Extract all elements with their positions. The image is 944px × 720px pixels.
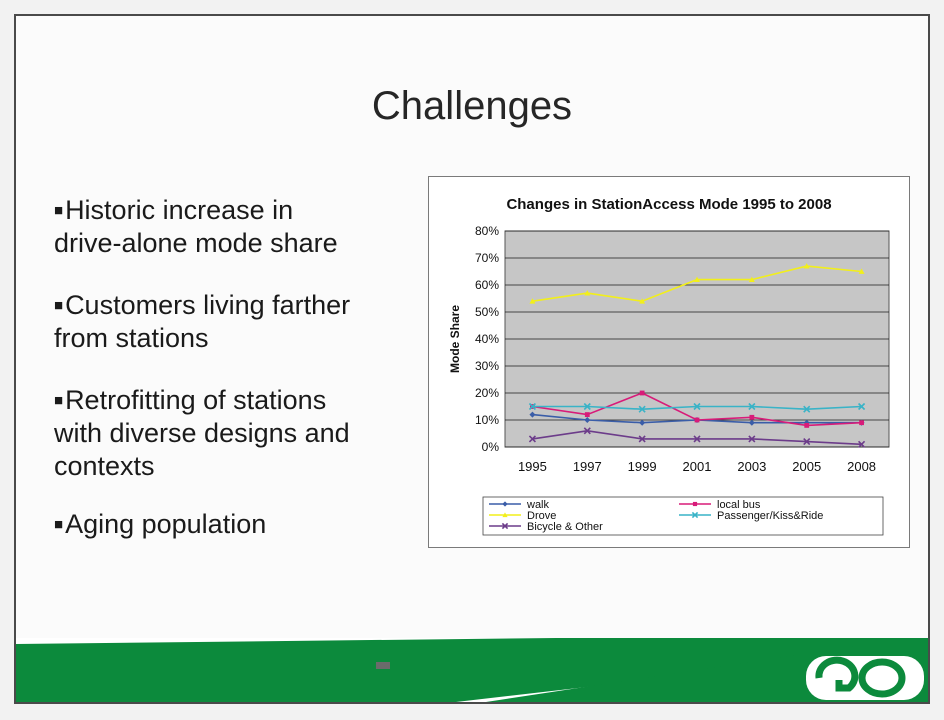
x-tick-label: 2008 [847,459,876,474]
data-point [858,440,866,448]
x-tick-label: 2001 [683,459,712,474]
chart-panel: Changes in StationAccess Mode 1995 to 20… [428,176,910,548]
y-tick-label: 10% [475,413,499,427]
legend-label: walk [526,499,550,511]
y-tick-label: 20% [475,386,499,400]
line-chart: Changes in StationAccess Mode 1995 to 20… [448,196,890,536]
data-point [803,405,811,413]
x-tick-label: 1997 [573,459,602,474]
data-point [584,290,591,296]
bullet-text: from stations [54,323,209,353]
data-point [584,412,590,417]
legend-label: Passenger/Kiss&Ride [717,510,823,522]
data-point [803,438,811,446]
y-tick-label: 80% [475,224,499,238]
data-point [748,435,756,443]
data-point [528,435,536,443]
y-tick-label: 60% [475,278,499,292]
y-tick-label: 70% [475,251,499,265]
data-point [694,276,700,282]
data-point [694,417,700,423]
data-point [748,419,755,426]
data-point [639,419,646,426]
data-point [639,298,646,304]
data-point [583,402,591,411]
x-tick-label: 1995 [518,459,547,474]
bullet-text: Retrofitting of stations [65,385,327,415]
data-point [748,276,755,282]
data-point [858,268,865,274]
data-point [583,427,591,435]
data-point [749,414,755,420]
legend-label: local bus [717,499,761,511]
bullet-text: Historic increase in [65,195,294,225]
footer-green-stripe [16,638,928,702]
legend-marker [692,501,698,507]
data-point [529,411,536,418]
footer-band [16,638,928,702]
data-point [529,298,536,304]
legend-marker [501,522,509,530]
go-transit-logo [806,656,924,700]
legend-marker [691,511,699,519]
y-tick-label: 40% [475,332,499,346]
y-axis-label: Mode Share [448,305,462,373]
data-point [858,402,866,411]
bullet-text: with diverse designs and [54,418,350,448]
data-point [693,402,701,411]
data-point [639,390,645,396]
data-point [748,402,756,411]
bullet-item: ■Customers living farther from stations [54,289,414,355]
legend-marker [502,501,508,507]
data-point [693,435,701,443]
slide-title: Challenges [371,84,573,128]
data-point [584,417,591,423]
data-point [638,405,646,413]
legend-label: Bicycle & Other [527,521,603,533]
legend-marker [502,512,508,518]
bullet-item: ■Historic increase in drive-alone mode s… [54,194,414,260]
bullet-item: ■Retrofitting of stations with diverse d… [54,384,414,483]
x-tick-label: 2003 [737,459,766,474]
y-tick-label: 30% [475,359,499,373]
data-point [638,435,646,443]
bullet-item: ■Aging population [54,509,267,539]
chart-title: Changes in StationAccess Mode 1995 to 20… [506,196,831,213]
footer-mark [376,662,390,669]
bullet-text: Aging population [65,509,267,539]
data-point [803,419,810,426]
y-tick-label: 0% [482,440,500,454]
slide: Challenges ■Historic increase in drive-a… [14,14,930,704]
data-point [859,420,864,426]
bullet-text: drive-alone mode share [54,228,338,258]
data-point [804,423,810,428]
data-point [528,402,536,411]
y-tick-label: 50% [475,305,499,319]
data-point [803,263,810,269]
bullet-text: contexts [54,451,155,481]
legend-label: Drove [527,510,556,522]
x-tick-label: 1999 [628,459,657,474]
x-tick-label: 2005 [792,459,821,474]
bullet-text: Customers living farther [65,290,351,320]
